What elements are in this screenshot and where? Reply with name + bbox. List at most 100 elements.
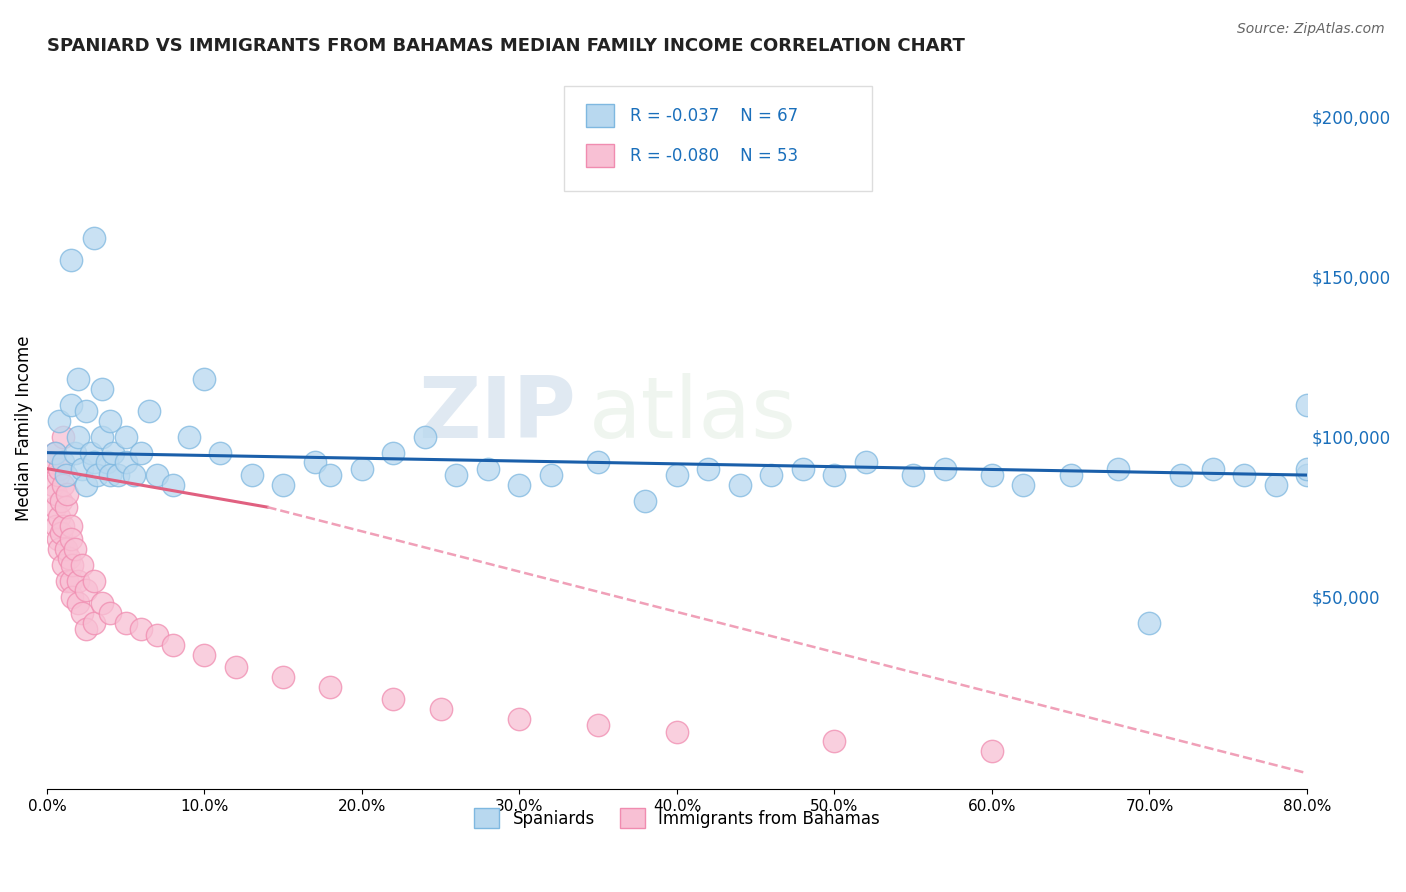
- Point: [271, 670, 294, 684]
- Point: [60, 590, 83, 604]
- Point: [697, 461, 720, 475]
- Point: [86, 468, 108, 483]
- Point: [146, 468, 169, 483]
- Text: ZIP: ZIP: [419, 373, 576, 456]
- Point: [382, 445, 405, 459]
- Point: [114, 429, 136, 443]
- Point: [413, 429, 436, 443]
- Point: [114, 615, 136, 630]
- Point: [131, 445, 153, 459]
- Point: [319, 680, 342, 694]
- Point: [138, 404, 160, 418]
- Point: [52, 477, 75, 491]
- Point: [508, 712, 530, 726]
- Text: SPANIARD VS IMMIGRANTS FROM BAHAMAS MEDIAN FAMILY INCOME CORRELATION CHART: SPANIARD VS IMMIGRANTS FROM BAHAMAS MEDI…: [46, 37, 965, 55]
- Point: [508, 477, 530, 491]
- Point: [665, 468, 688, 483]
- Point: [107, 468, 129, 483]
- Point: [665, 724, 688, 739]
- Point: [382, 692, 405, 706]
- Point: [67, 574, 90, 588]
- Point: [83, 455, 105, 469]
- Point: [56, 487, 79, 501]
- Point: [52, 519, 75, 533]
- Point: [48, 509, 70, 524]
- Point: [52, 558, 75, 572]
- Point: [350, 461, 373, 475]
- Point: [981, 744, 1004, 758]
- Point: [65, 541, 87, 556]
- Point: [55, 500, 77, 515]
- Point: [55, 541, 77, 556]
- Point: [45, 487, 67, 501]
- Point: [70, 461, 93, 475]
- Point: [67, 429, 90, 443]
- Point: [634, 493, 657, 508]
- Point: [429, 702, 451, 716]
- Point: [45, 519, 67, 533]
- Point: [60, 558, 83, 572]
- Point: [1107, 461, 1129, 475]
- Text: atlas: atlas: [589, 373, 797, 456]
- Point: [56, 574, 79, 588]
- Point: [75, 622, 97, 636]
- Point: [1060, 468, 1083, 483]
- Point: [70, 606, 93, 620]
- Point: [101, 445, 124, 459]
- FancyBboxPatch shape: [586, 145, 614, 168]
- Point: [58, 551, 80, 566]
- Point: [162, 638, 184, 652]
- Point: [59, 398, 82, 412]
- Point: [540, 468, 562, 483]
- Point: [59, 519, 82, 533]
- Point: [98, 468, 121, 483]
- Point: [855, 455, 877, 469]
- Point: [193, 648, 215, 662]
- Text: R = -0.037    N = 67: R = -0.037 N = 67: [630, 106, 799, 125]
- Y-axis label: Median Family Income: Median Family Income: [15, 336, 32, 521]
- Point: [46, 468, 69, 483]
- Point: [728, 477, 751, 491]
- Point: [122, 468, 145, 483]
- FancyBboxPatch shape: [586, 104, 614, 127]
- Point: [146, 628, 169, 642]
- Point: [209, 445, 232, 459]
- Point: [98, 414, 121, 428]
- Point: [177, 429, 200, 443]
- Point: [114, 455, 136, 469]
- Point: [304, 455, 326, 469]
- Point: [83, 615, 105, 630]
- Point: [1012, 477, 1035, 491]
- Point: [1201, 461, 1223, 475]
- Point: [44, 445, 66, 459]
- Point: [761, 468, 783, 483]
- Point: [52, 429, 75, 443]
- Point: [586, 455, 609, 469]
- Point: [67, 596, 90, 610]
- Point: [131, 622, 153, 636]
- Point: [1264, 477, 1286, 491]
- Point: [49, 493, 72, 508]
- Point: [91, 429, 114, 443]
- Point: [83, 574, 105, 588]
- Point: [48, 541, 70, 556]
- Point: [91, 382, 114, 396]
- Point: [271, 477, 294, 491]
- Point: [65, 445, 87, 459]
- Point: [162, 477, 184, 491]
- Text: Source: ZipAtlas.com: Source: ZipAtlas.com: [1237, 22, 1385, 37]
- Point: [75, 404, 97, 418]
- Point: [1233, 468, 1256, 483]
- Point: [42, 477, 65, 491]
- Point: [446, 468, 468, 483]
- Legend: Spaniards, Immigrants from Bahamas: Spaniards, Immigrants from Bahamas: [467, 801, 886, 835]
- Point: [193, 372, 215, 386]
- Point: [824, 734, 846, 748]
- Point: [59, 574, 82, 588]
- Point: [824, 468, 846, 483]
- Point: [981, 468, 1004, 483]
- Point: [44, 445, 66, 459]
- Point: [792, 461, 814, 475]
- Point: [52, 455, 75, 469]
- Point: [70, 558, 93, 572]
